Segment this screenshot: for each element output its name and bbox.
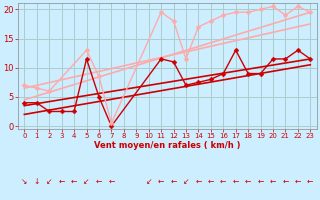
Text: ←: ← xyxy=(233,177,239,186)
Text: ←: ← xyxy=(270,177,276,186)
X-axis label: Vent moyen/en rafales ( km/h ): Vent moyen/en rafales ( km/h ) xyxy=(94,141,241,150)
Text: ↓: ↓ xyxy=(34,177,40,186)
Text: ←: ← xyxy=(158,177,164,186)
Text: ←: ← xyxy=(59,177,65,186)
Text: ←: ← xyxy=(108,177,115,186)
Text: ←: ← xyxy=(245,177,251,186)
Text: ←: ← xyxy=(220,177,227,186)
Text: ↙: ↙ xyxy=(46,177,52,186)
Text: ←: ← xyxy=(257,177,264,186)
Text: ←: ← xyxy=(96,177,102,186)
Text: ↙: ↙ xyxy=(183,177,189,186)
Text: ←: ← xyxy=(282,177,289,186)
Text: ↙: ↙ xyxy=(146,177,152,186)
Text: ←: ← xyxy=(195,177,202,186)
Text: ←: ← xyxy=(170,177,177,186)
Text: ↙: ↙ xyxy=(83,177,90,186)
Text: ←: ← xyxy=(295,177,301,186)
Text: ↘: ↘ xyxy=(21,177,28,186)
Text: ←: ← xyxy=(307,177,314,186)
Text: ←: ← xyxy=(71,177,77,186)
Text: ←: ← xyxy=(208,177,214,186)
